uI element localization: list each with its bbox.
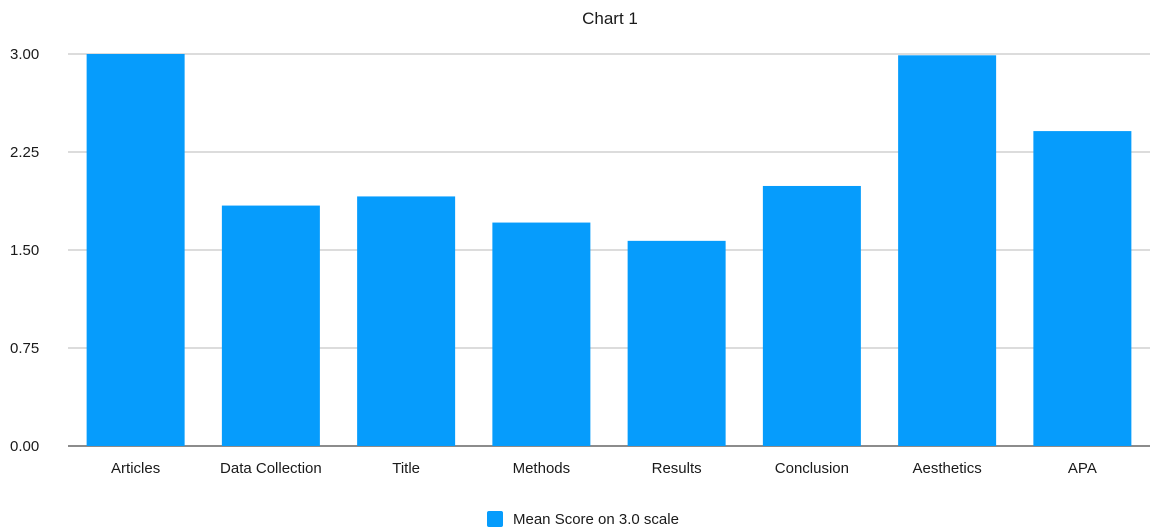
y-tick-label: 0.00 bbox=[10, 438, 39, 455]
bar-conclusion bbox=[762, 185, 861, 446]
bars bbox=[86, 54, 1132, 447]
bar-apa bbox=[1033, 131, 1132, 447]
x-tick-label: Aesthetics bbox=[913, 460, 982, 477]
y-axis-ticks: 0.00 0.75 1.50 2.25 3.00 bbox=[10, 46, 39, 455]
bar-title bbox=[357, 196, 456, 446]
bar-results bbox=[627, 240, 726, 446]
legend-label: Mean Score on 3.0 scale bbox=[513, 511, 679, 528]
bar-aesthetics bbox=[898, 55, 997, 446]
legend: Mean Score on 3.0 scale bbox=[487, 511, 679, 528]
x-tick-label: Results bbox=[652, 460, 702, 477]
legend-swatch bbox=[487, 511, 503, 527]
x-tick-label: Articles bbox=[111, 460, 160, 477]
x-tick-label: APA bbox=[1068, 460, 1097, 477]
chart-title: Chart 1 bbox=[582, 9, 638, 28]
y-tick-label: 2.25 bbox=[10, 144, 39, 161]
bar-articles bbox=[86, 54, 185, 446]
x-axis-labels: Articles Data Collection Title Methods Resul… bbox=[111, 460, 1097, 477]
x-tick-label: Methods bbox=[513, 460, 571, 477]
y-tick-label: 0.75 bbox=[10, 340, 39, 357]
y-tick-label: 1.50 bbox=[10, 242, 39, 259]
x-tick-label: Conclusion bbox=[775, 460, 849, 477]
bar-data-collection bbox=[221, 205, 320, 446]
x-tick-label: Data Collection bbox=[220, 460, 322, 477]
x-tick-label: Title bbox=[392, 460, 420, 477]
y-tick-label: 3.00 bbox=[10, 46, 39, 63]
bar-methods bbox=[492, 222, 591, 446]
